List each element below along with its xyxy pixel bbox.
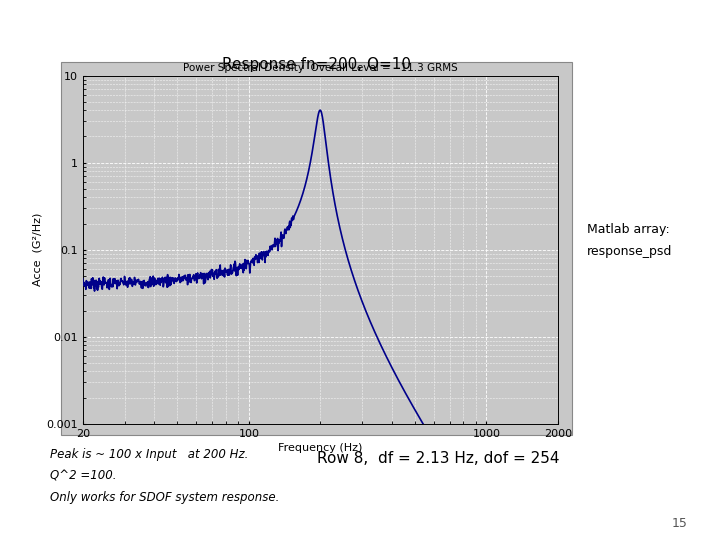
Text: 15: 15	[672, 517, 688, 530]
Text: Response fn=200, Q=10: Response fn=200, Q=10	[222, 57, 411, 72]
Text: Matlab array:: Matlab array:	[587, 223, 670, 236]
Text: Peak is ~ 100 x Input   at 200 Hz.: Peak is ~ 100 x Input at 200 Hz.	[50, 448, 249, 461]
Text: Only works for SDOF system response.: Only works for SDOF system response.	[50, 491, 280, 504]
Text: response_psd: response_psd	[587, 245, 672, 258]
Title: Power Spectral Density  Overall Level =   11.3 GRMS: Power Spectral Density Overall Level = 1…	[183, 63, 458, 73]
Text: Q^2 =100.: Q^2 =100.	[50, 470, 117, 483]
X-axis label: Frequency (Hz): Frequency (Hz)	[278, 443, 363, 453]
Text: Row 8,  df = 2.13 Hz, dof = 254: Row 8, df = 2.13 Hz, dof = 254	[317, 451, 559, 466]
Y-axis label: Acce  (G²/Hz): Acce (G²/Hz)	[32, 213, 42, 286]
